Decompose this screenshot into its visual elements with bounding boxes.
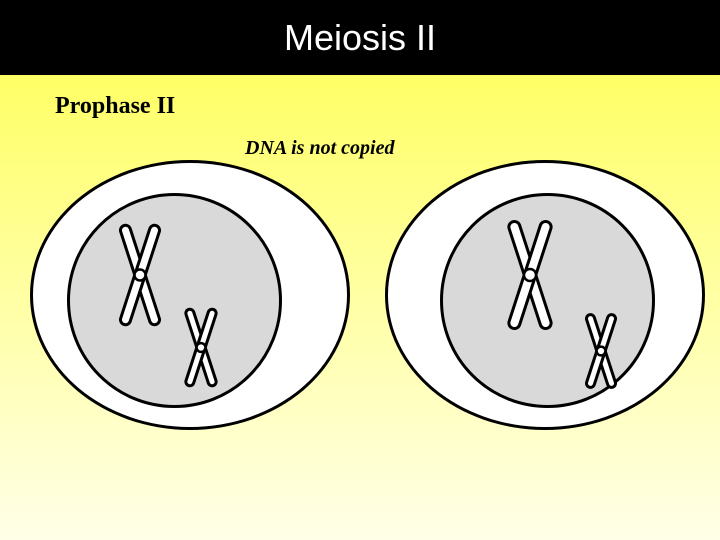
diagram-content: Prophase II DNA is not copied <box>0 75 720 540</box>
chromosome-icon <box>175 305 227 390</box>
page-title: Meiosis II <box>284 17 436 59</box>
chromosome-icon <box>105 220 175 330</box>
title-bar: Meiosis II <box>0 0 720 75</box>
chromosome-icon <box>575 310 627 392</box>
chromosome-icon <box>495 215 565 335</box>
phase-subtitle: Prophase II <box>55 93 175 120</box>
dna-note: DNA is not copied <box>245 137 394 160</box>
